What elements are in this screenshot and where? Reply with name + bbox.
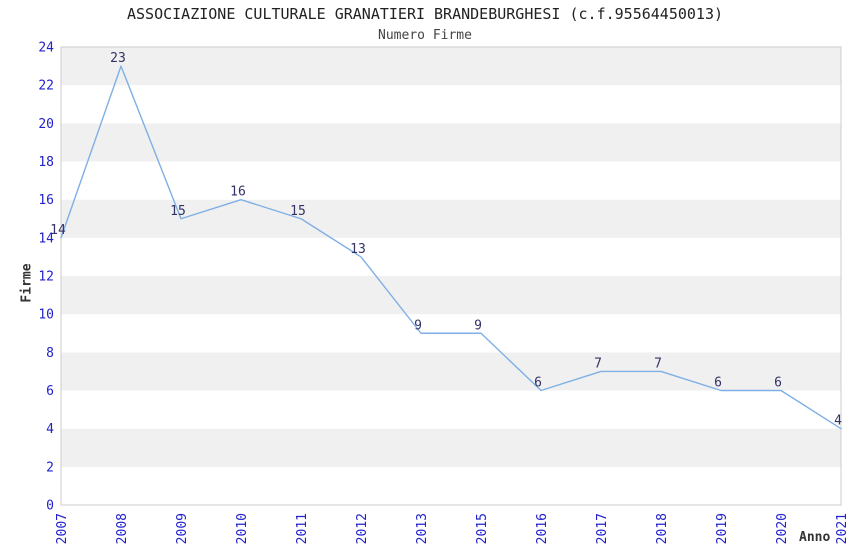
y-tick-label: 2 — [46, 460, 54, 475]
x-tick-label: 2008 — [115, 513, 130, 544]
x-tick-label: 2017 — [595, 513, 610, 544]
x-tick-label: 2018 — [655, 513, 670, 544]
grid-band — [61, 428, 841, 467]
data-point-label: 7 — [594, 356, 602, 371]
data-point-label: 7 — [654, 356, 662, 371]
x-tick-label: 2016 — [535, 513, 550, 544]
x-tick-label: 2019 — [715, 513, 730, 544]
chart-title: ASSOCIAZIONE CULTURALE GRANATIERI BRANDE… — [126, 5, 724, 23]
data-point-label: 9 — [414, 318, 422, 333]
y-tick-label: 12 — [38, 270, 54, 285]
x-tick-label: 2012 — [355, 513, 370, 544]
grid-band — [61, 390, 841, 429]
y-tick-label: 24 — [38, 41, 54, 56]
grid-band — [61, 352, 841, 391]
y-tick-label: 18 — [38, 155, 54, 170]
y-tick-label: 10 — [38, 308, 54, 323]
x-tick-label: 2021 — [835, 513, 850, 544]
y-tick-label: 14 — [38, 231, 54, 246]
data-point-label: 6 — [774, 376, 782, 391]
data-point-label: 13 — [350, 242, 366, 257]
x-tick-label: 2007 — [55, 513, 70, 544]
y-tick-label: 0 — [46, 499, 54, 514]
data-point-label: 23 — [110, 51, 126, 66]
data-point-label: 6 — [714, 376, 722, 391]
grid-band — [61, 47, 841, 86]
y-tick-label: 16 — [38, 193, 54, 208]
y-tick-label: 8 — [46, 346, 54, 361]
data-point-label: 15 — [290, 204, 306, 219]
x-tick-label: 2010 — [235, 513, 250, 544]
x-tick-label: 2013 — [415, 513, 430, 544]
grid-band — [61, 276, 841, 315]
y-tick-label: 20 — [38, 117, 54, 132]
data-point-label: 14 — [50, 223, 66, 238]
data-point-label: 4 — [834, 414, 842, 429]
y-tick-label: 4 — [46, 422, 54, 437]
data-line — [60, 65, 842, 430]
y-tick-label: 6 — [46, 384, 54, 399]
data-point-label: 9 — [474, 318, 482, 333]
grid-band — [61, 85, 841, 124]
grid-band — [61, 237, 841, 276]
y-tick-label: 22 — [38, 79, 54, 94]
x-tick-label: 2020 — [775, 513, 790, 544]
x-tick-label: 2009 — [175, 513, 190, 544]
plot-border — [60, 46, 842, 506]
grid-band — [61, 161, 841, 200]
y-axis-title: Firme — [19, 263, 35, 303]
chart-subtitle: Numero Firme — [378, 28, 472, 43]
data-point-label: 15 — [170, 204, 186, 219]
x-tick-label: 2011 — [295, 513, 310, 544]
grid-band — [61, 199, 841, 238]
data-point-label: 16 — [230, 185, 246, 200]
x-axis-title: Anno — [799, 530, 831, 545]
x-tick-label: 2015 — [475, 513, 490, 544]
grid-band — [61, 123, 841, 162]
grid-band — [61, 466, 841, 505]
data-point-label: 6 — [534, 376, 542, 391]
